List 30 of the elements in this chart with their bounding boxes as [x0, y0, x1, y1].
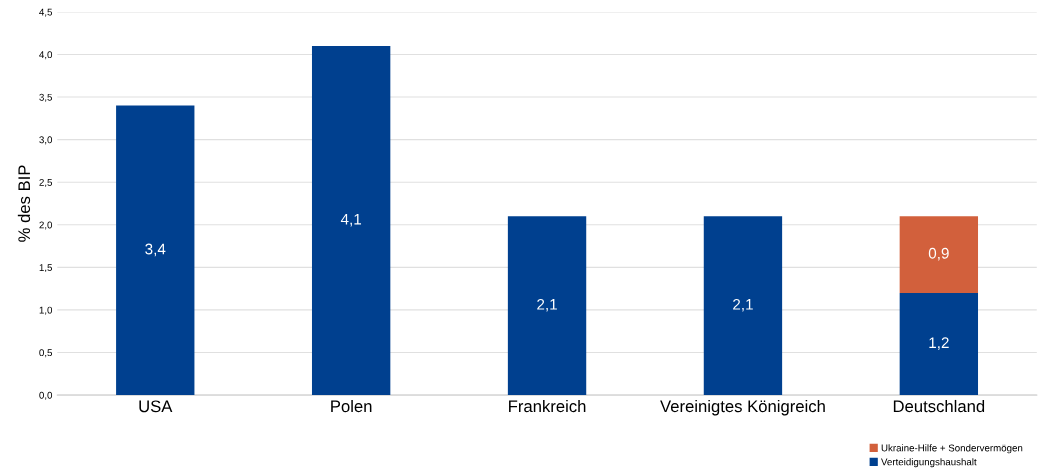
data-label: 3,4	[145, 243, 166, 257]
y-tick-label: 4,5	[39, 8, 53, 17]
y-tick-label: 2,5	[39, 178, 53, 187]
bar	[116, 105, 195, 396]
y-axis-title: % des BIP	[17, 165, 31, 242]
data-label: 2,1	[733, 298, 753, 312]
bar	[507, 216, 587, 396]
bar	[703, 216, 783, 396]
x-tick-label: USA	[139, 400, 173, 413]
data-label: 0,9	[928, 247, 949, 261]
bar	[311, 45, 391, 396]
y-tick-label: 2,0	[39, 221, 53, 230]
y-tick-label: 3,0	[39, 136, 53, 145]
y-tick-label: 3,5	[39, 93, 53, 102]
y-tick-label: 0,0	[39, 391, 53, 400]
y-tick-label: 1,0	[39, 306, 53, 315]
y-tick-label: 1,5	[39, 264, 53, 273]
bar	[899, 292, 979, 396]
data-label: 2,1	[537, 298, 557, 312]
x-tick-label: Vereinigtes Königreich	[660, 399, 825, 416]
data-label: 4,1	[340, 213, 362, 227]
y-tick-label: 4,0	[39, 51, 53, 60]
legend-label: Verteidigungshaushalt	[881, 458, 977, 468]
y-tick-label: 0,5	[39, 349, 53, 358]
legend-label: Ukraine-Hilfe + Sondervermögen	[881, 444, 1023, 454]
x-tick-label: Polen	[331, 399, 372, 413]
x-tick-label: Frankreich	[509, 399, 586, 413]
data-label: 1,2	[929, 337, 949, 350]
bar	[899, 216, 979, 293]
x-tick-label: Deutschland	[893, 399, 985, 413]
